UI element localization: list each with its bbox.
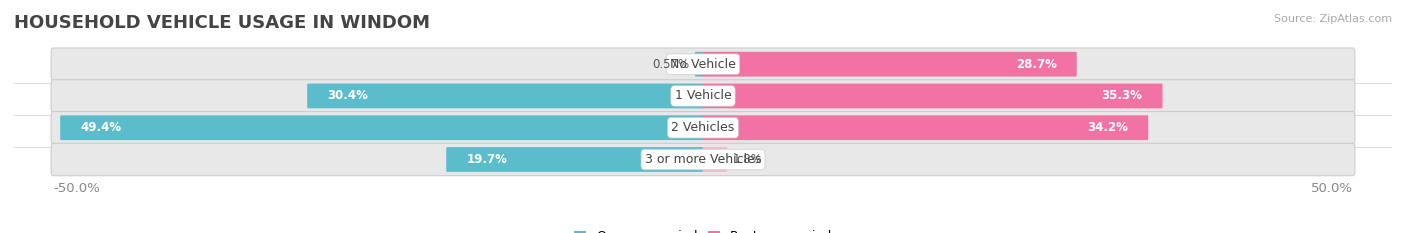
Text: 35.3%: 35.3%	[1101, 89, 1142, 103]
Text: 28.7%: 28.7%	[1015, 58, 1056, 71]
FancyBboxPatch shape	[446, 147, 703, 172]
FancyBboxPatch shape	[51, 48, 1355, 80]
Text: 1.8%: 1.8%	[733, 153, 762, 166]
Text: HOUSEHOLD VEHICLE USAGE IN WINDOM: HOUSEHOLD VEHICLE USAGE IN WINDOM	[14, 14, 430, 32]
Text: 3 or more Vehicles: 3 or more Vehicles	[645, 153, 761, 166]
Text: 50.0%: 50.0%	[1310, 182, 1353, 195]
FancyBboxPatch shape	[60, 115, 703, 140]
Text: 34.2%: 34.2%	[1087, 121, 1128, 134]
FancyBboxPatch shape	[703, 115, 1149, 140]
FancyBboxPatch shape	[703, 84, 1163, 108]
Legend: Owner-occupied, Renter-occupied: Owner-occupied, Renter-occupied	[568, 225, 838, 233]
FancyBboxPatch shape	[51, 143, 1355, 176]
Text: No Vehicle: No Vehicle	[671, 58, 735, 71]
Text: Source: ZipAtlas.com: Source: ZipAtlas.com	[1274, 14, 1392, 24]
FancyBboxPatch shape	[703, 147, 727, 172]
FancyBboxPatch shape	[307, 84, 703, 108]
Text: -50.0%: -50.0%	[53, 182, 100, 195]
Text: 0.57%: 0.57%	[652, 58, 689, 71]
Text: 30.4%: 30.4%	[328, 89, 368, 103]
Text: 49.4%: 49.4%	[80, 121, 121, 134]
Text: 2 Vehicles: 2 Vehicles	[672, 121, 734, 134]
FancyBboxPatch shape	[51, 80, 1355, 112]
FancyBboxPatch shape	[51, 112, 1355, 144]
Text: 19.7%: 19.7%	[467, 153, 508, 166]
FancyBboxPatch shape	[695, 52, 703, 77]
FancyBboxPatch shape	[703, 52, 1077, 77]
Text: 1 Vehicle: 1 Vehicle	[675, 89, 731, 103]
